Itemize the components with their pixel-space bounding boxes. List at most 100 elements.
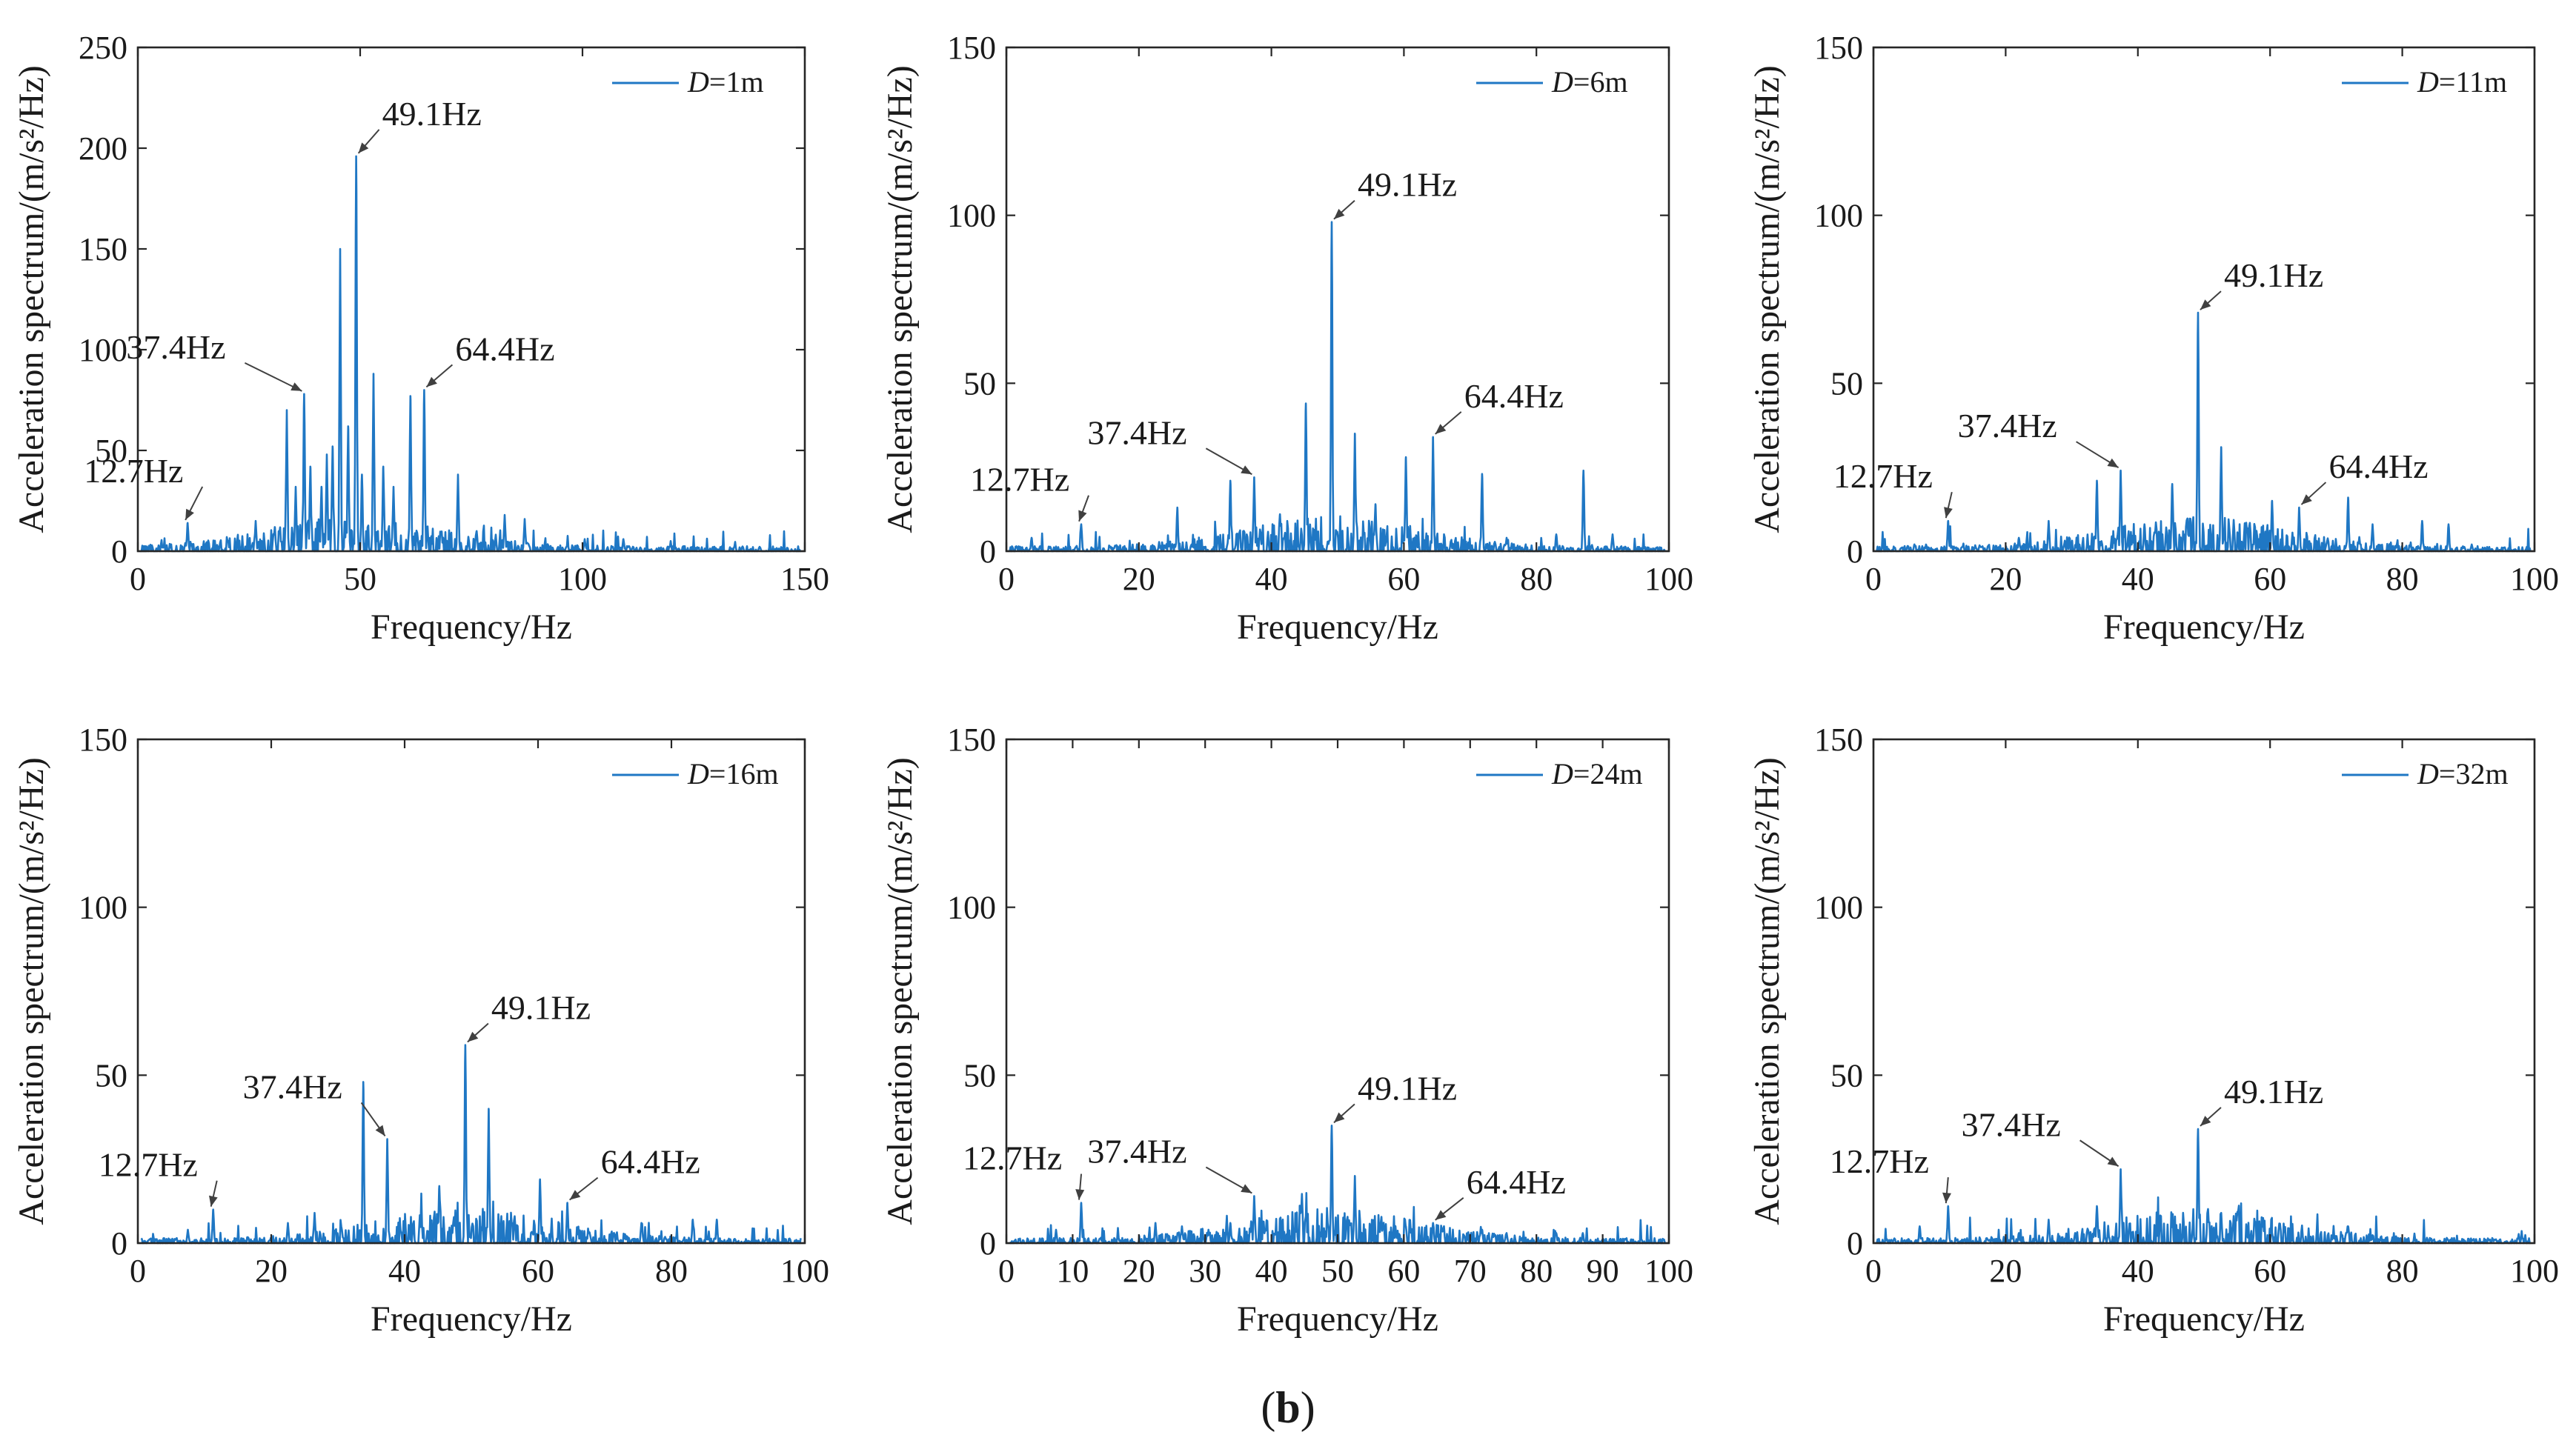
x-axis-label: Frequency/Hz xyxy=(371,1299,572,1339)
annotation-arrowhead xyxy=(2107,458,2119,468)
peak-label: 37.4Hz xyxy=(1958,407,2057,445)
annotation-arrowhead xyxy=(1078,510,1087,522)
subplot-2: 0 20 40 60 80 100 0 50 100 150 Frequency/Hz Acceler… xyxy=(880,30,1693,647)
x-tick-label: 0 xyxy=(1865,561,1882,597)
x-tick-label: 20 xyxy=(1989,1253,2022,1289)
peak-label: 49.1Hz xyxy=(2224,1073,2323,1111)
peak-label: 37.4Hz xyxy=(243,1068,342,1105)
x-tick-label: 100 xyxy=(2510,561,2559,597)
axes-box xyxy=(1872,46,2536,553)
x-tick-label: 40 xyxy=(2122,561,2154,597)
annotation-arrowhead xyxy=(209,1195,218,1207)
peak-annotation: 12.7Hz xyxy=(1833,457,1953,519)
peak-annotation: 12.7Hz xyxy=(1830,1142,1951,1204)
y-tick-label: 100 xyxy=(947,890,996,926)
y-tick-label: 50 xyxy=(95,433,127,469)
x-tick-label: 40 xyxy=(1255,1253,1288,1289)
y-tick-label: 200 xyxy=(79,130,127,167)
annotation-arrowhead xyxy=(291,382,302,391)
x-tick-label: 80 xyxy=(655,1253,688,1289)
x-tick-label: 150 xyxy=(780,561,829,597)
peak-annotation: 64.4Hz xyxy=(425,330,555,388)
peak-annotation: 64.4Hz xyxy=(1435,377,1564,435)
x-axis-label: Frequency/Hz xyxy=(2103,607,2305,647)
peak-annotation: 49.1Hz xyxy=(1333,1069,1457,1124)
legend: D=1m xyxy=(612,65,764,99)
annotation-arrowhead xyxy=(2301,494,2312,505)
legend-label: D=11m xyxy=(2417,65,2507,99)
y-tick-label: 150 xyxy=(1814,722,1863,758)
legend-label: D=16m xyxy=(687,757,779,790)
x-tick-label: 20 xyxy=(1123,1253,1155,1289)
y-axis-label: Acceleration spectrum/(m/s²/Hz) xyxy=(12,757,51,1225)
y-axis-label: Acceleration spectrum/(m/s²/Hz) xyxy=(1747,65,1787,533)
y-axis-label: Acceleration spectrum/(m/s²/Hz) xyxy=(12,65,51,533)
peak-label: 64.4Hz xyxy=(1467,1163,1566,1201)
x-tick-label: 40 xyxy=(388,1253,421,1289)
legend-label: D=6m xyxy=(1551,65,1628,99)
y-axis-label: Acceleration spectrum/(m/s²/Hz) xyxy=(1747,757,1787,1225)
y-axis-label: Acceleration spectrum/(m/s²/Hz) xyxy=(880,757,920,1225)
figure-caption: (b) xyxy=(1261,1383,1315,1432)
peak-annotation: 12.7Hz xyxy=(84,452,204,521)
x-tick-label: 60 xyxy=(522,1253,554,1289)
legend: D=6m xyxy=(1476,65,1628,99)
annotation-arrowhead xyxy=(1942,1192,1951,1204)
peak-label: 64.4Hz xyxy=(1464,377,1564,415)
x-tick-label: 70 xyxy=(1454,1253,1487,1289)
subplot-6: 0 20 40 60 80 100 0 50 100 150 Frequency/Hz Acceler… xyxy=(1747,722,2559,1339)
peak-annotation: 37.4Hz xyxy=(243,1068,386,1137)
y-tick-label: 50 xyxy=(1830,1057,1863,1093)
legend: D=16m xyxy=(612,757,779,790)
x-tick-label: 0 xyxy=(998,1253,1015,1289)
y-tick-label: 0 xyxy=(111,533,127,570)
peak-label: 49.1Hz xyxy=(1358,1069,1457,1107)
x-tick-label: 100 xyxy=(780,1253,829,1289)
x-axis-label: Frequency/Hz xyxy=(1237,607,1438,647)
peak-annotation: 37.4Hz xyxy=(1087,413,1252,476)
annotation-arrowhead xyxy=(2107,1156,2119,1167)
annotation-arrowhead xyxy=(467,1031,479,1042)
legend: D=11m xyxy=(2342,65,2507,99)
axes-box xyxy=(136,738,806,1245)
x-tick-label: 40 xyxy=(2122,1253,2154,1289)
annotation-arrowhead xyxy=(2200,1116,2211,1126)
peak-label: 37.4Hz xyxy=(1087,1133,1186,1171)
y-tick-label: 50 xyxy=(95,1057,127,1093)
peak-annotation: 64.4Hz xyxy=(1435,1163,1566,1221)
peak-label: 12.7Hz xyxy=(1833,457,1933,495)
x-tick-label: 80 xyxy=(1520,561,1553,597)
x-tick-label: 50 xyxy=(344,561,376,597)
x-tick-label: 0 xyxy=(130,561,146,597)
y-tick-label: 100 xyxy=(1814,198,1863,234)
legend-label: D=24m xyxy=(1551,757,1643,790)
x-axis-label: Frequency/Hz xyxy=(371,607,572,647)
x-tick-label: 50 xyxy=(1321,1253,1354,1289)
x-tick-label: 60 xyxy=(2254,1253,2286,1289)
annotation-arrowhead xyxy=(2200,299,2211,310)
y-tick-label: 50 xyxy=(963,365,996,402)
x-axis-label: Frequency/Hz xyxy=(1237,1299,1438,1339)
peak-annotation: 49.1Hz xyxy=(467,989,591,1043)
spectrum-series-line xyxy=(140,1044,802,1245)
annotation-arrowhead xyxy=(426,376,437,387)
peak-label: 49.1Hz xyxy=(491,989,591,1027)
x-tick-label: 80 xyxy=(1520,1253,1553,1289)
annotation-arrowhead xyxy=(375,1125,385,1136)
annotation-arrowhead xyxy=(1241,465,1252,475)
annotation-arrowhead xyxy=(1241,1184,1252,1193)
annotation-arrowhead xyxy=(1075,1189,1085,1200)
y-tick-label: 0 xyxy=(111,1225,127,1262)
y-tick-label: 0 xyxy=(1847,533,1863,570)
annotation-arrowhead xyxy=(1334,1112,1345,1123)
y-tick-label: 150 xyxy=(79,231,127,267)
x-tick-label: 60 xyxy=(1387,1253,1420,1289)
annotation-arrow xyxy=(244,362,302,392)
x-tick-label: 80 xyxy=(2386,1253,2419,1289)
y-axis-label: Acceleration spectrum/(m/s²/Hz) xyxy=(880,65,920,533)
y-tick-label: 0 xyxy=(980,1225,996,1262)
legend: D=24m xyxy=(1476,757,1643,790)
x-tick-label: 10 xyxy=(1056,1253,1089,1289)
peak-label: 12.7Hz xyxy=(963,1139,1062,1177)
